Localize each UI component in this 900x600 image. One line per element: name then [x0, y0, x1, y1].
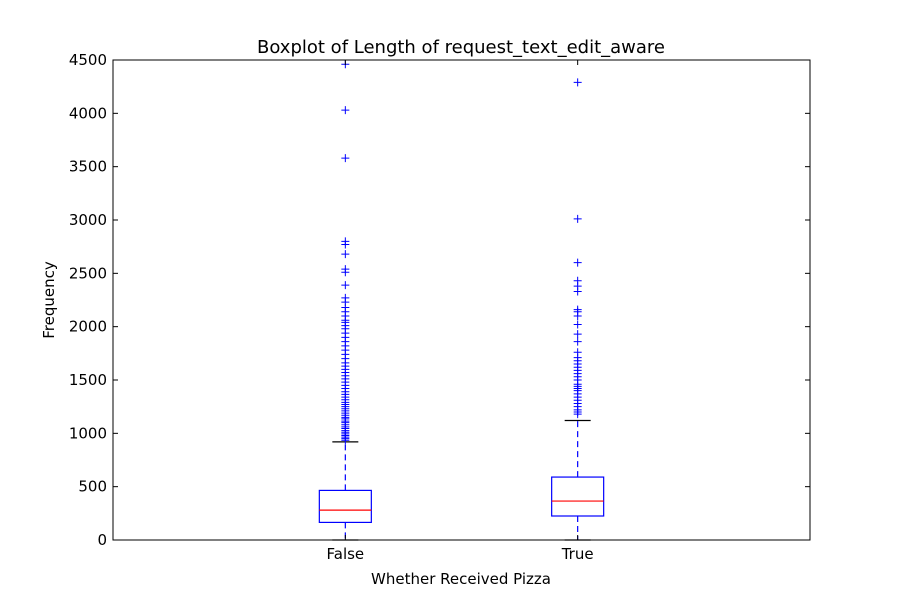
- outlier-point: [573, 214, 582, 223]
- chart-title: Boxplot of Length of request_text_edit_a…: [257, 37, 665, 58]
- y-tick-label: 2500: [69, 264, 107, 282]
- outlier-point: [573, 330, 582, 339]
- y-axis-ticks: 0 500 1000 1500 2000 2500 3000 3500 4000 4500: [69, 51, 810, 549]
- outlier-point: [573, 258, 582, 267]
- y-tick-label: 2000: [69, 318, 107, 336]
- y-tick-label: 0: [97, 531, 107, 549]
- outlier-point: [341, 281, 350, 290]
- y-tick-label: 500: [78, 478, 107, 496]
- x-tick-label: False: [327, 545, 365, 563]
- outlier-point: [573, 320, 582, 329]
- y-tick-label: 4500: [69, 51, 107, 69]
- y-tick-label: 1500: [69, 371, 107, 389]
- y-tick-label: 3000: [69, 211, 107, 229]
- y-tick-label: 3500: [69, 158, 107, 176]
- outlier-point: [573, 276, 582, 285]
- y-tick-label: 4000: [69, 104, 107, 122]
- outlier-point: [341, 293, 350, 302]
- outlier-point: [341, 237, 350, 246]
- iqr-box: [318, 489, 372, 523]
- x-axis-ticks: False True: [327, 60, 594, 563]
- outlier-point: [573, 78, 582, 87]
- plot-frame: [112, 59, 811, 541]
- outlier-point: [573, 337, 582, 346]
- box-group-true: [551, 78, 605, 541]
- y-tick-label: 1000: [69, 424, 107, 442]
- iqr-box: [551, 476, 605, 517]
- outlier-point: [573, 348, 582, 357]
- outlier-point: [341, 265, 350, 274]
- outlier-point: [573, 305, 582, 314]
- outlier-point: [341, 106, 350, 115]
- x-axis-label: Whether Received Pizza: [371, 570, 551, 588]
- outlier-point: [341, 250, 350, 259]
- y-axis-label: Frequency: [40, 261, 58, 339]
- outlier-point: [341, 154, 350, 163]
- x-tick-label: True: [561, 545, 594, 563]
